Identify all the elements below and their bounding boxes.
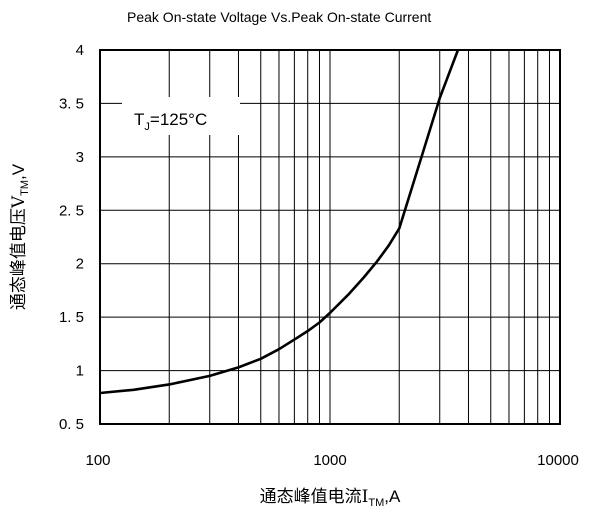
chart-title: Peak On-state Voltage Vs.Peak On-state C… — [127, 9, 431, 25]
plot-frame — [99, 49, 561, 425]
annotation-rest: =125°C — [150, 110, 207, 129]
series-line — [99, 49, 460, 395]
y-axis-label: 通态峰值电压VTM,V — [9, 163, 31, 310]
y-tick-label: 2. 5 — [59, 202, 84, 219]
y-tick-label: 4 — [76, 42, 84, 59]
y-tick-label: 3. 5 — [59, 95, 84, 112]
x-tick-label: 100 — [85, 452, 110, 469]
y-axis-label-suffix: ,V — [9, 163, 28, 180]
grid — [99, 49, 561, 425]
y-axis-label-main: 通态峰值电压V — [9, 195, 29, 310]
annotation-main: T — [134, 110, 144, 129]
x-axis-label-main: 通态峰值电流I — [260, 487, 369, 507]
x-tick-label: 10000 — [537, 452, 579, 469]
series-group — [99, 49, 460, 395]
y-tick-label: 0. 5 — [59, 416, 84, 433]
x-axis-label: 通态峰值电流ITM,A — [260, 487, 401, 509]
y-tick-labels: 0. 5 1 1. 5 2 2. 5 3 3. 5 4 — [59, 42, 84, 433]
y-tick-label: 1 — [76, 363, 84, 380]
y-axis-label-sub: TM — [19, 180, 31, 196]
annotation-subscript: J — [144, 121, 150, 133]
x-axis-label-sub: TM — [368, 497, 384, 509]
x-tick-label: 1000 — [313, 452, 346, 469]
annotation-label: TJ=125°C — [122, 97, 240, 135]
x-axis-label-suffix: ,A — [384, 487, 401, 506]
y-tick-label: 3 — [76, 149, 84, 166]
y-tick-label: 2 — [76, 256, 84, 273]
y-tick-label: 1. 5 — [59, 309, 84, 326]
svg-text:TJ=125°C: TJ=125°C — [134, 110, 207, 133]
x-tick-labels: 100 1000 10000 — [85, 452, 578, 469]
